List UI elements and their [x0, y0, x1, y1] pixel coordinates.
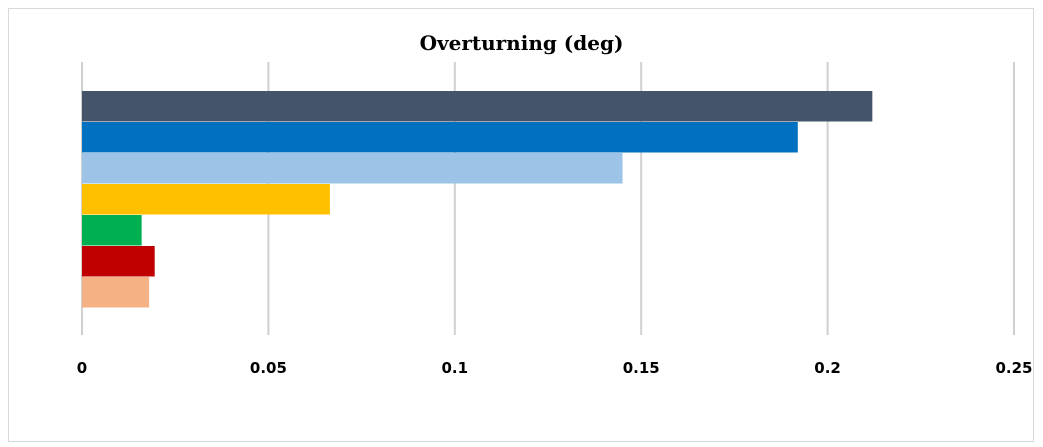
bar [82, 122, 798, 153]
bar [82, 153, 623, 184]
x-tick-label: 0.2 [814, 359, 841, 377]
bar [82, 91, 873, 122]
bar [82, 184, 330, 215]
x-tick-label: 0.25 [995, 359, 1032, 377]
chart-frame [8, 8, 1034, 442]
x-axis-tick-labels: 0 0.05 0.1 0.15 0.2 0.25 [77, 359, 1033, 377]
x-tick-label: 0.15 [623, 359, 660, 377]
bar [82, 277, 150, 308]
bar [82, 246, 155, 277]
bars [82, 91, 873, 308]
x-tick-label: 0 [77, 359, 87, 377]
bar [82, 215, 142, 246]
chart-title: Overturning (deg) [419, 31, 624, 55]
x-tick-label: 0.1 [442, 359, 469, 377]
x-tick-label: 0.05 [250, 359, 287, 377]
